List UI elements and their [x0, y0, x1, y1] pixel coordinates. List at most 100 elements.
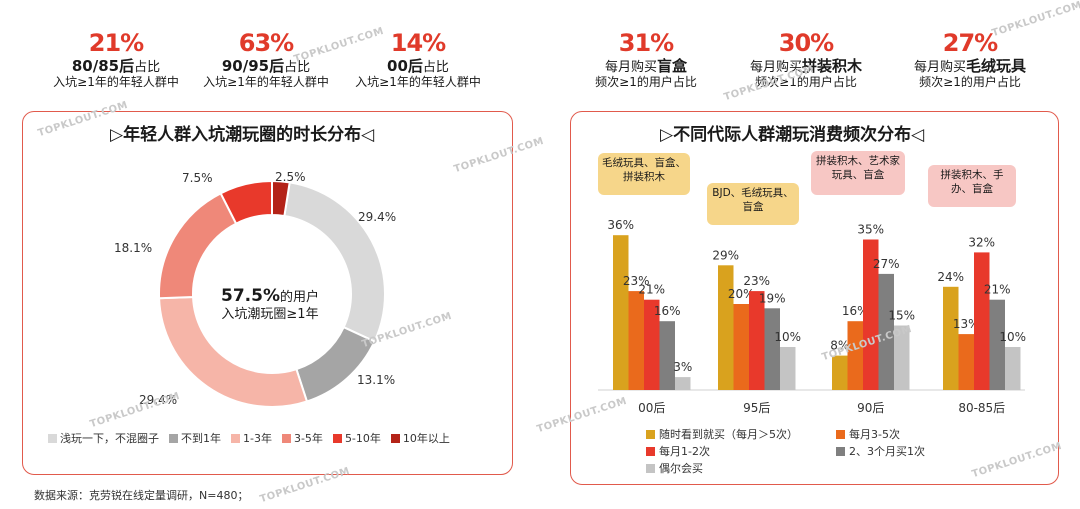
stat-plush: 27% 每月购买毛绒玩具 频次≥1的用户占比 [890, 29, 1050, 89]
bar-2-3 [878, 273, 894, 390]
category-label: 95后 [743, 401, 770, 415]
stat-group: 盲盒 [657, 56, 688, 75]
legend-item: 偶尔会买 [646, 460, 836, 476]
bar-legend: 随时看到就买（每月＞5次） 每月3-5次 每月1-2次 2、3个月买1次 偶尔会… [646, 426, 986, 476]
bubble-90: 拼装积木、艺术家玩具、盲盒 [811, 151, 905, 195]
bar-value-label: 10% [999, 330, 1026, 344]
bubble-80-85: 拼装积木、手办、盲盒 [928, 165, 1016, 207]
data-source: 数据来源：克劳锐在线定量调研，N=480； [34, 489, 249, 502]
bar-value-label: 32% [968, 235, 995, 249]
donut-label-1: 13.1% [357, 373, 396, 387]
bar-title: ▷不同代际人群潮玩消费频次分布◁ [660, 125, 925, 145]
bar-2-2 [863, 239, 879, 390]
bar-2-4 [894, 325, 910, 390]
bubble-95: BJD、毛绒玩具、盲盒 [707, 183, 799, 225]
donut-label-4: 7.5% [182, 171, 213, 185]
bar-2-1 [847, 321, 863, 390]
bubble-00: 毛绒玩具、盲盒、拼装积木 [598, 153, 690, 195]
stat-group: 拼装积木 [802, 56, 863, 75]
bar-1-4 [780, 347, 796, 390]
bar-1-0 [718, 265, 734, 390]
bar-3-2 [974, 252, 990, 390]
stat-00: 14% 00后占比 入坑≥1年的年轻人群中 [338, 29, 498, 89]
legend-item: 每月1-2次 [646, 443, 836, 459]
stat-pct: 14% [390, 29, 446, 57]
bar-value-label: 8% [830, 339, 849, 353]
stat-pct: 21% [88, 29, 144, 57]
bar-2-0 [832, 355, 848, 390]
bar-0-4 [675, 377, 691, 390]
center-pct: 57.5% [221, 286, 280, 306]
donut-center-label: 57.5%的用户 入坑潮玩圈≥1年 [221, 286, 319, 323]
donut-label-3: 18.1% [114, 241, 153, 255]
donut-label-5: 2.5% [275, 170, 306, 184]
stat-blindbox: 31% 每月购买盲盒 频次≥1的用户占比 [566, 29, 726, 89]
bar-0-3 [659, 321, 675, 390]
donut-title: ▷年轻人群入坑潮玩圈的时长分布◁ [110, 125, 375, 145]
stat-desc: 频次≥1的用户占比 [919, 74, 1021, 89]
donut-panel [22, 111, 513, 475]
stat-desc: 入坑≥1年的年轻人群中 [355, 74, 481, 89]
stat-blocks: 30% 每月购买拼装积木 频次≥1的用户占比 [726, 29, 886, 89]
bar-value-label: 16% [654, 304, 681, 318]
stat-group: 00后 [387, 56, 423, 75]
bar-value-label: 20% [728, 287, 755, 301]
donut-slice-5 [271, 179, 291, 218]
category-label: 00后 [638, 401, 665, 415]
bar-value-label: 13% [953, 317, 980, 331]
legend-item: 10年以上 [390, 430, 450, 446]
donut-label-0: 29.4% [358, 210, 397, 224]
stat-pct: 30% [778, 29, 834, 57]
stat-desc: 入坑≥1年的年轻人群中 [203, 74, 329, 89]
bar-0-0 [613, 235, 629, 390]
bar-value-label: 21% [984, 283, 1011, 297]
donut-label-2: 29.4% [139, 393, 178, 407]
bar-value-label: 21% [638, 283, 665, 297]
stat-90-95: 63% 90/95后占比 入坑≥1年的年轻人群中 [186, 29, 346, 89]
legend-item: 每月3-5次 [836, 426, 986, 442]
legend-item: 浅玩一下，不混圈子 [48, 430, 159, 446]
stat-desc: 频次≥1的用户占比 [595, 74, 697, 89]
bar-3-0 [943, 286, 959, 390]
bar-value-label: 16% [842, 304, 869, 318]
bar-value-label: 35% [857, 223, 884, 237]
category-label: 80-85后 [958, 401, 1005, 415]
bar-1-2 [749, 291, 765, 390]
bar-chart: 36%23%21%16%3%00后29%20%23%19%10%95后8%16%… [598, 218, 1026, 415]
bar-3-3 [989, 299, 1005, 390]
bar-value-label: 23% [623, 274, 650, 288]
legend-item: 不到1年 [169, 430, 221, 446]
bar-1-1 [733, 304, 749, 390]
bar-value-label: 29% [712, 248, 739, 262]
bar-value-label: 15% [888, 309, 915, 323]
donut-legend: 浅玩一下，不混圈子 不到1年 1-3年 3-5年 5-10年 10年以上 [48, 430, 498, 446]
legend-item: 5-10年 [332, 430, 381, 446]
bar-value-label: 19% [759, 291, 786, 305]
bar-value-label: 3% [673, 360, 692, 374]
donut-chart [158, 179, 386, 408]
bar-value-label: 10% [774, 330, 801, 344]
legend-item: 1-3年 [231, 430, 272, 446]
bar-0-2 [644, 299, 660, 390]
stat-pct: 27% [942, 29, 998, 57]
legend-item: 3-5年 [281, 430, 323, 446]
stat-80-85: 21% 80/85后占比 入坑≥1年的年轻人群中 [36, 29, 196, 89]
bar-0-1 [628, 291, 644, 390]
donut-slice-3 [158, 191, 238, 300]
bar-1-3 [764, 308, 780, 390]
bar-value-label: 23% [743, 274, 770, 288]
category-label: 90后 [857, 401, 884, 415]
bar-value-label: 27% [873, 257, 900, 271]
stat-group: 90/95后 [221, 56, 285, 75]
legend-item: 随时看到就买（每月＞5次） [646, 426, 836, 442]
stat-pct: 63% [238, 29, 294, 57]
stat-group: 毛绒玩具 [966, 56, 1027, 75]
bar-3-4 [1005, 347, 1021, 390]
legend-item: 2、3个月买1次 [836, 443, 986, 459]
stat-group: 80/85后 [71, 56, 135, 75]
stat-desc: 频次≥1的用户占比 [755, 74, 857, 89]
stat-desc: 入坑≥1年的年轻人群中 [53, 74, 179, 89]
stat-pct: 31% [618, 29, 674, 57]
bar-3-1 [958, 334, 974, 390]
bar-value-label: 36% [607, 218, 634, 232]
